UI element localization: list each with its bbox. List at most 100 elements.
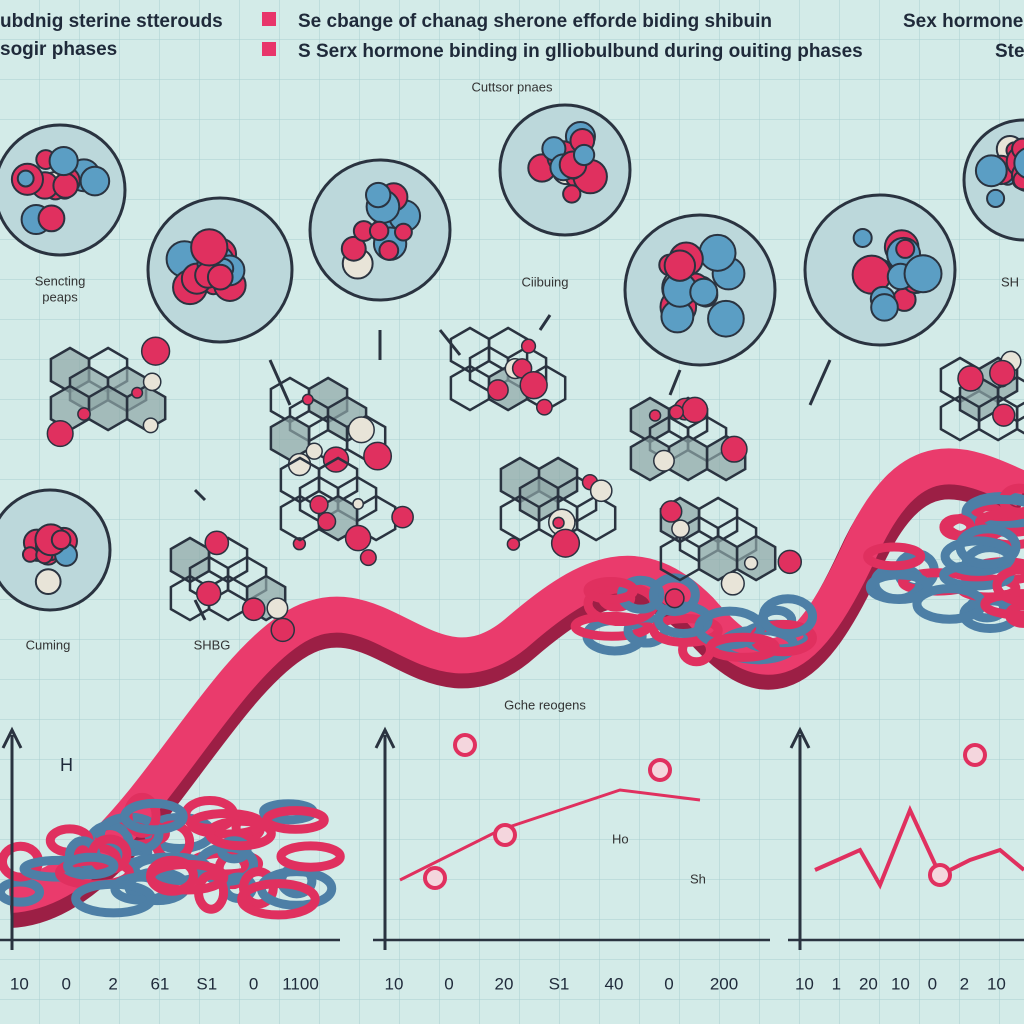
atom	[48, 145, 79, 177]
protein-strand	[962, 495, 1024, 531]
x-tick-label: 10	[987, 974, 1006, 993]
atom	[364, 181, 392, 209]
label: SH	[1001, 274, 1019, 289]
x-tick-label: 2	[108, 974, 117, 993]
x-tick-label: 10	[795, 974, 814, 993]
x-tick-label: 1100	[282, 974, 319, 993]
atom	[301, 393, 314, 406]
x-tick-label: 61	[150, 974, 169, 993]
header-left-1: ubdnig sterine stterouds	[0, 11, 223, 32]
atom	[270, 617, 296, 643]
x-tick-label: 10	[10, 974, 29, 993]
atom	[653, 449, 675, 472]
atom	[292, 537, 307, 551]
atom	[552, 516, 565, 530]
x-tick-label: 0	[664, 974, 673, 993]
label: Cuming	[26, 637, 71, 652]
label: peaps	[42, 289, 78, 304]
protein-strand	[262, 806, 329, 834]
decoration	[0, 103, 1024, 928]
atom	[777, 549, 803, 575]
arrow	[193, 488, 207, 502]
atom	[77, 407, 91, 421]
protein-strand	[583, 576, 638, 604]
atom	[340, 235, 367, 262]
atom	[870, 293, 899, 322]
subtitle: Cuttsor pnaes	[472, 79, 553, 94]
atom	[378, 240, 400, 261]
atom	[720, 435, 748, 463]
atom	[317, 511, 337, 532]
axis-arrow	[789, 726, 811, 749]
atom	[190, 228, 229, 267]
atom	[681, 396, 709, 424]
atom	[204, 530, 230, 556]
legend-text: Se cbange of chanag sherone efforde bidi…	[298, 11, 772, 32]
atom	[142, 417, 159, 434]
atom	[550, 528, 581, 558]
legend-swatch	[262, 42, 276, 56]
atom	[659, 500, 683, 523]
atom	[52, 172, 79, 199]
axis-arrow	[374, 726, 396, 749]
atom	[1013, 147, 1024, 179]
atom	[266, 597, 289, 620]
protein-strand	[705, 632, 780, 662]
atom	[393, 222, 413, 242]
atom	[519, 370, 548, 400]
ring-marker	[453, 733, 477, 757]
header-left-2: sogir phases	[0, 39, 117, 60]
legend-swatch	[262, 12, 276, 26]
protein-strand	[120, 798, 188, 835]
label: Sencting	[35, 273, 86, 288]
x-tick-label: 10	[891, 974, 910, 993]
atom	[520, 338, 537, 354]
arrow	[538, 314, 552, 331]
atom	[37, 204, 66, 233]
atom	[852, 227, 873, 248]
protein-strand	[758, 594, 818, 639]
legend-text: S Serx hormone binding in glliobulbund d…	[298, 41, 863, 62]
atom	[131, 386, 144, 399]
protein-strand	[865, 570, 933, 605]
x-tick-label: 40	[605, 974, 624, 993]
atom	[368, 220, 390, 242]
atom	[344, 524, 372, 552]
x-tick-label: S1	[549, 974, 570, 993]
atom	[352, 497, 365, 510]
label: Sh	[690, 871, 706, 886]
protein-strand	[205, 816, 276, 851]
protein-strand	[237, 879, 320, 920]
arrow	[438, 329, 462, 356]
atom	[50, 529, 72, 551]
ring	[575, 494, 617, 542]
atom	[305, 442, 323, 460]
atom	[309, 495, 329, 515]
atom	[992, 403, 1016, 427]
panels: 10 0 2 61 S1 0 1100 10 0 20 S1 40 0 200 10 1 20 10 0 2 10	[0, 726, 1024, 993]
protein-strand	[0, 877, 45, 907]
ribbon	[7, 448, 1024, 913]
protein-strand	[992, 564, 1024, 606]
atom	[206, 263, 234, 291]
header-right-1: Sex hormone r	[903, 11, 1024, 32]
ring-marker	[493, 823, 517, 847]
atom	[391, 505, 414, 529]
atom	[664, 588, 685, 609]
header-right-2: Ste	[995, 41, 1024, 62]
atom	[359, 549, 377, 567]
atom	[46, 420, 74, 448]
atom	[895, 238, 916, 259]
x-tick-label: 0	[61, 974, 70, 993]
atom	[195, 580, 222, 607]
atom	[698, 233, 737, 272]
atom	[487, 379, 509, 401]
arrow	[268, 359, 292, 406]
atom	[743, 555, 759, 571]
arrow	[808, 359, 832, 406]
arrow	[193, 599, 207, 621]
atom	[957, 365, 984, 392]
protein-strand	[694, 606, 766, 650]
protein-strand	[146, 855, 198, 896]
